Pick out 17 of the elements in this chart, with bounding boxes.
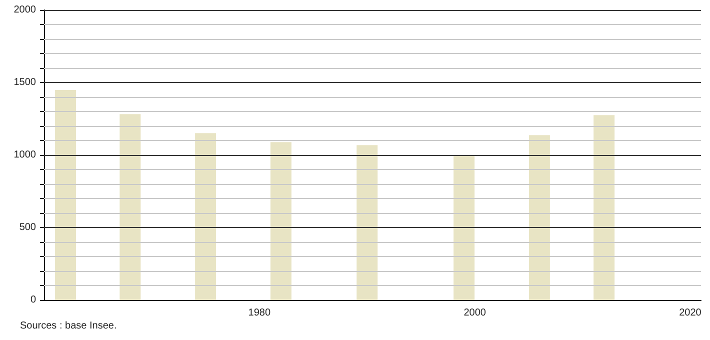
bar — [195, 133, 216, 300]
bar — [120, 114, 141, 300]
x-tick-label: 2000 — [464, 308, 486, 318]
bar — [356, 145, 378, 300]
y-tick-label: 0 — [30, 294, 36, 306]
y-tick-label: 500 — [19, 222, 36, 233]
bar — [55, 90, 76, 300]
bar — [594, 115, 615, 300]
bar — [454, 156, 475, 300]
y-tick-label: 1500 — [14, 77, 36, 88]
bar — [528, 135, 550, 300]
x-tick-label: 1980 — [248, 308, 271, 318]
bar — [270, 142, 292, 300]
source-note: Sources : base Insee. — [20, 320, 117, 332]
x-tick-label: 2020 — [679, 308, 702, 318]
y-tick-label: 2000 — [14, 4, 36, 16]
y-tick-label: 1000 — [14, 150, 36, 160]
